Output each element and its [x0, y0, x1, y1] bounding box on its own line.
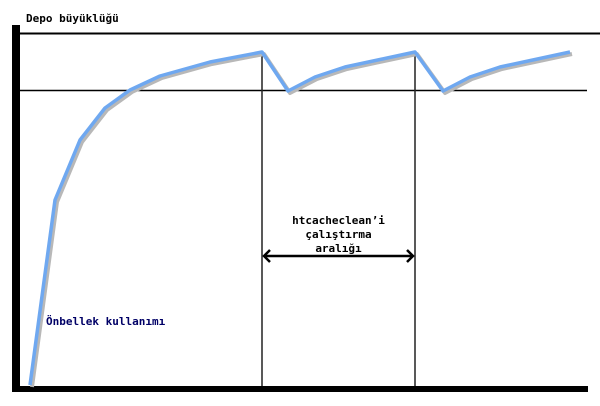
curve-label: Önbellek kullanımı — [46, 315, 166, 328]
usage-curve — [28, 50, 571, 386]
interval-label-line: htcacheclean’i — [292, 214, 385, 227]
interval-label-line: çalıştırma — [305, 228, 372, 241]
interval-arrow — [262, 249, 415, 263]
interval-label: htcacheclean’i çalıştırma aralığı — [262, 214, 415, 256]
x-axis — [12, 386, 588, 392]
interval-label-line: aralığı — [315, 242, 362, 255]
y-axis — [12, 25, 20, 392]
y-axis-label: Depo büyüklüğü — [26, 12, 119, 25]
